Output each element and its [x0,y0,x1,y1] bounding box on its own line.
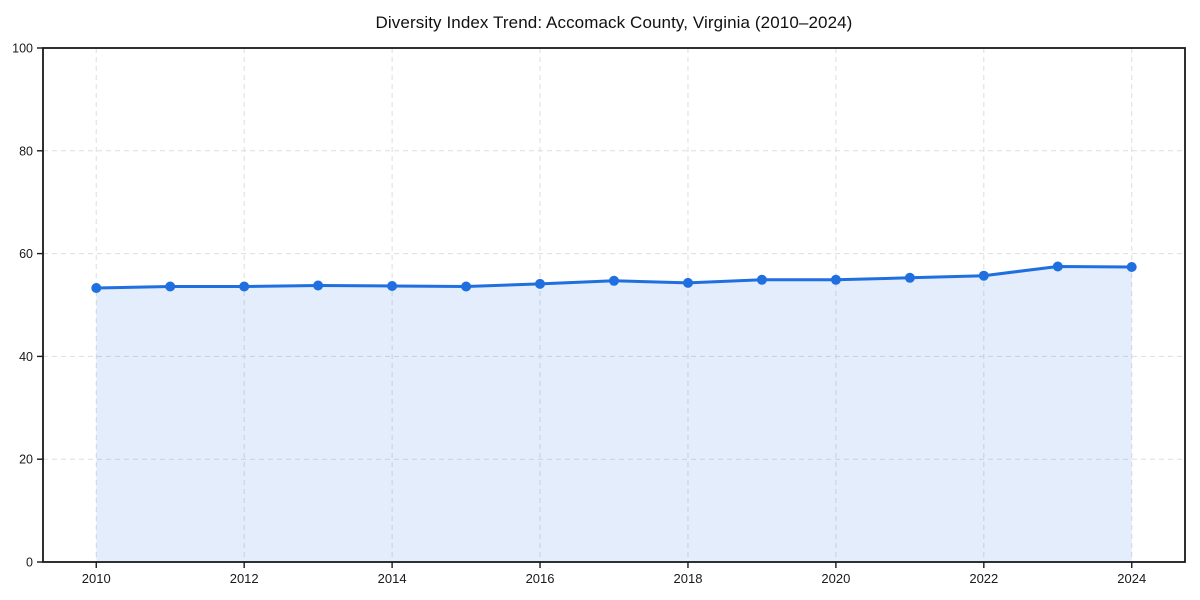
data-point [683,277,693,288]
data-point [609,275,619,286]
data-point [91,283,102,293]
data-point [1126,262,1137,272]
data-point [461,281,472,292]
y-tick-label: 40 [19,350,33,364]
data-point [387,281,398,291]
x-tick-label: 2018 [674,571,703,586]
data-point [535,278,545,289]
area-fill [96,266,1132,562]
x-tick-label: 2022 [969,571,998,586]
y-tick-label: 0 [26,556,33,570]
y-tick-label: 80 [19,144,33,158]
y-tick-label: 60 [19,247,33,261]
data-point [978,270,989,281]
y-tick-label: 20 [19,453,33,467]
chart-title: Diversity Index Trend: Accomack County, … [375,13,853,32]
data-point [756,274,767,285]
data-point [830,274,841,285]
data-point [904,272,915,283]
x-tick-label: 2010 [82,571,111,586]
x-tick-label: 2024 [1117,571,1146,586]
y-tick-label: 100 [12,42,33,56]
x-tick-label: 2016 [526,571,555,586]
x-tick-label: 2012 [230,571,259,586]
data-point [239,281,250,292]
data-point [165,281,176,292]
data-point [313,280,324,291]
x-tick-label: 2014 [378,571,407,586]
x-tick-label: 2020 [821,571,850,586]
axis-frame [42,47,1186,563]
data-point [1052,261,1063,272]
